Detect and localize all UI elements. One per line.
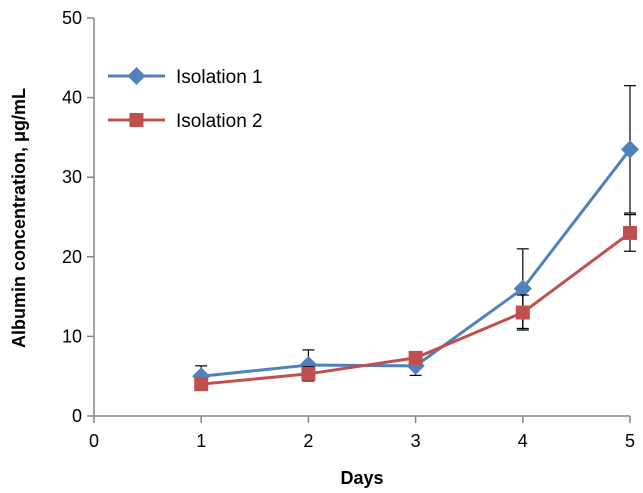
data-point-isolation-2 [623,225,637,240]
series-isolation-2 [194,214,637,392]
x-axis-title: Days [340,468,383,488]
series-isolation-1 [192,85,639,388]
x-tick-label: 5 [625,431,635,451]
legend-marker-isolation-2 [129,113,144,127]
y-tick-label: 10 [62,326,82,346]
legend-item-isolation-1: Isolation 1 [108,67,263,88]
data-point-isolation-2 [194,377,209,392]
data-point-isolation-2 [408,350,423,365]
x-tick-label: 0 [89,431,99,451]
data-point-isolation-1 [621,140,639,159]
x-tick-label: 2 [303,431,313,451]
y-tick-label: 0 [72,406,82,426]
y-tick-label: 20 [62,247,82,267]
data-point-isolation-2 [515,305,530,320]
y-tick-label: 30 [62,167,82,187]
x-tick-label: 1 [196,431,206,451]
y-tick-label: 40 [62,88,82,108]
x-tick-label: 3 [411,431,421,451]
data-point-isolation-2 [301,366,316,381]
data-point-isolation-1 [513,279,532,298]
legend-label-isolation-1: Isolation 1 [176,67,263,88]
legend-label-isolation-2: Isolation 2 [176,111,263,132]
x-axis: 0 1 2 3 4 5 [89,415,635,451]
legend-item-isolation-2: Isolation 2 [108,111,263,132]
line-isolation-1 [201,148,632,378]
y-axis-title: Albumin concentration, μg/mL [9,88,29,348]
y-tick-label: 50 [62,8,82,28]
legend: Isolation 1 Isolation 2 [108,67,263,132]
x-tick-label: 4 [518,431,528,451]
y-axis: 0 10 20 30 40 50 [62,8,95,426]
legend-marker-isolation-1 [127,67,146,85]
plot-area [192,85,639,392]
